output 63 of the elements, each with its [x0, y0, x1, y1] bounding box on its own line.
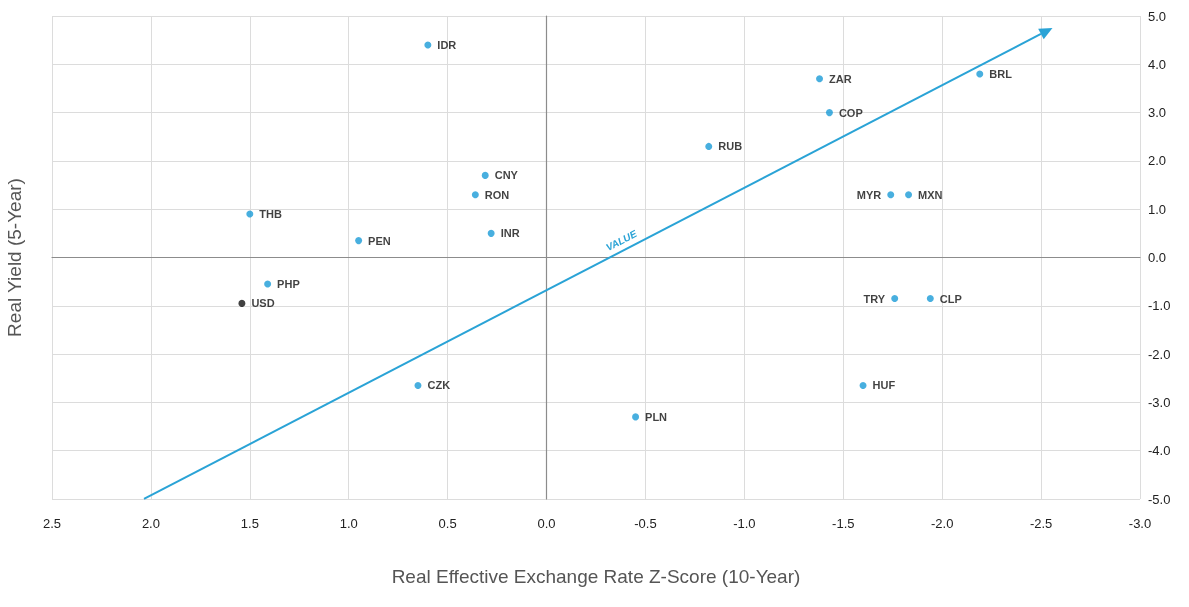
x-tick-label: -1.5	[832, 516, 855, 531]
y-tick-label: 5.0	[1148, 8, 1167, 24]
x-tick-label: 2.0	[141, 516, 160, 531]
y-tick-label: 2.0	[1148, 153, 1167, 169]
series-label: RUB	[718, 140, 743, 153]
point	[632, 413, 640, 421]
series-label: MYR	[856, 188, 882, 201]
x-tick-label: 2.5	[42, 516, 62, 531]
point	[238, 299, 246, 307]
x-tick-label: 0.0	[537, 516, 556, 531]
x-axis-title: Real Effective Exchange Rate Z-Score (10-Year)	[391, 566, 801, 587]
series-label: CZK	[427, 379, 451, 392]
y-tick-label: -1.0	[1148, 298, 1171, 314]
series-label: USD	[251, 297, 275, 310]
series-label: HUF	[872, 379, 896, 392]
y-tick-label: 4.0	[1148, 56, 1167, 72]
y-axis-title: Real Yield (5-Year)	[3, 178, 25, 337]
point	[976, 70, 984, 78]
point	[816, 75, 824, 83]
y-tick-label: -2.0	[1148, 346, 1171, 362]
series-label: IDR	[437, 38, 457, 51]
y-tick-label: 3.0	[1148, 105, 1167, 121]
series-label: PLN	[645, 410, 668, 423]
point	[825, 109, 833, 117]
y-tick-label: -5.0	[1148, 491, 1171, 507]
x-tick-label: -2.0	[930, 516, 954, 531]
point	[926, 295, 934, 303]
series-label: RON	[484, 188, 510, 201]
point	[905, 191, 913, 199]
point	[705, 142, 713, 150]
x-tick-label: -3.0	[1128, 516, 1152, 531]
series-label: BRL	[989, 67, 1013, 80]
x-tick-label: -2.5	[1029, 516, 1053, 531]
point	[859, 382, 867, 389]
y-tick-label: 1.0	[1148, 201, 1167, 217]
x-tick-label: 1.5	[240, 516, 259, 531]
series-label: ZAR	[829, 72, 852, 85]
point	[891, 295, 899, 303]
series-label: COP	[838, 106, 863, 119]
point	[887, 191, 895, 199]
series-label: CLP	[939, 292, 962, 305]
point	[481, 171, 489, 179]
series-label: THB	[259, 208, 282, 221]
point	[264, 280, 272, 288]
series-label: PEN	[368, 234, 391, 247]
y-tick-label: -3.0	[1148, 394, 1171, 410]
x-tick-label: -1.0	[733, 516, 756, 531]
point	[414, 382, 422, 389]
series-label: PHP	[277, 278, 300, 291]
series-label: TRY	[863, 292, 886, 305]
series-label: MXN	[918, 188, 943, 201]
x-tick-label: 1.0	[339, 516, 358, 531]
series-label: CNY	[494, 169, 519, 182]
x-tick-label: 0.5	[438, 516, 457, 531]
point	[424, 41, 432, 49]
y-tick-label: -4.0	[1148, 443, 1171, 459]
series-label: INR	[500, 227, 520, 240]
point	[355, 237, 363, 245]
point	[471, 191, 479, 199]
point	[246, 210, 254, 218]
y-tick-label: 0.0	[1148, 250, 1167, 265]
point	[487, 229, 495, 237]
x-tick-label: -0.5	[634, 516, 657, 531]
